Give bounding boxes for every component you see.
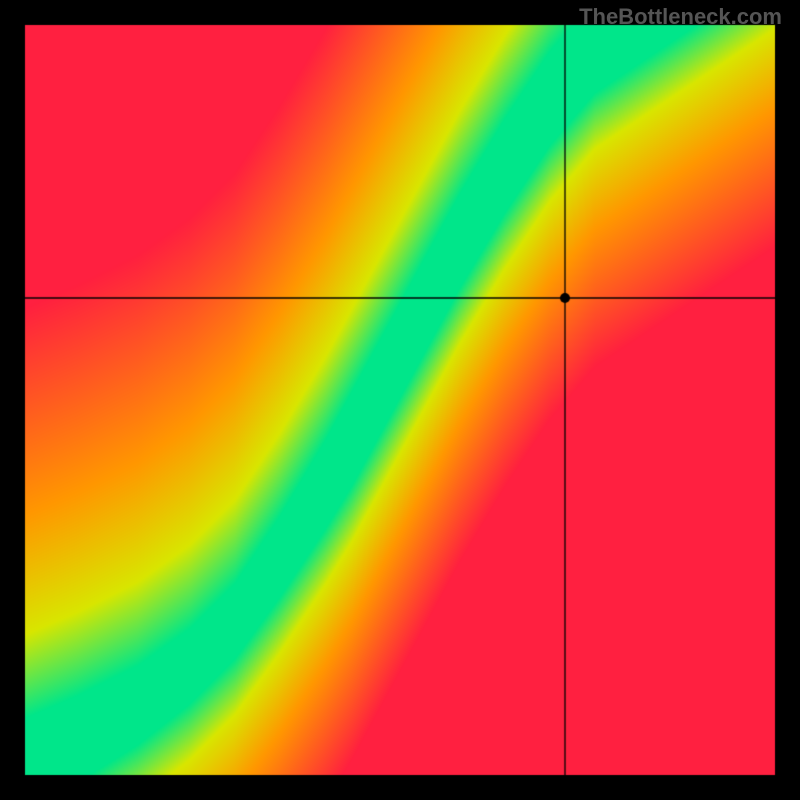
chart-container: TheBottleneck.com [0, 0, 800, 800]
bottleneck-heatmap-canvas [0, 0, 800, 800]
attribution-text: TheBottleneck.com [579, 4, 782, 30]
